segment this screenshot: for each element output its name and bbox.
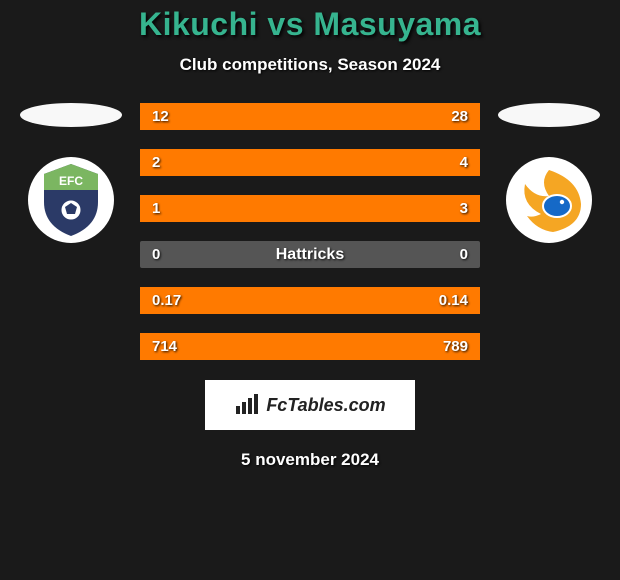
stat-label: Hattricks bbox=[276, 246, 344, 264]
main-row: EFC 12Matches28 2Goals4 1Assists3 0 Hattrick… bbox=[0, 103, 620, 360]
stats-column: 12Matches28 2Goals4 1Assists3 0 Hattricks 0 0.… bbox=[140, 103, 480, 360]
stat-fill-right bbox=[242, 103, 480, 130]
chart-icon bbox=[234, 394, 260, 416]
right-team-crest bbox=[506, 157, 592, 243]
stat-bar: 12Matches28 bbox=[140, 103, 480, 130]
brand-text: FcTables.com bbox=[266, 395, 385, 416]
stat-bar: 0 Hattricks 0 bbox=[140, 241, 480, 268]
stat-bar: 2Goals4 bbox=[140, 149, 480, 176]
subtitle: Club competitions, Season 2024 bbox=[0, 55, 620, 75]
stat-bar: 1Assists3 bbox=[140, 195, 480, 222]
stat-left-value: 714 bbox=[152, 338, 177, 355]
stat-right-value: 3 bbox=[460, 200, 468, 217]
date-line: 5 november 2024 bbox=[0, 450, 620, 470]
svg-text:EFC: EFC bbox=[59, 174, 83, 188]
left-pill bbox=[20, 103, 122, 127]
right-column bbox=[498, 103, 600, 243]
infographic-container: Kikuchi vs Masuyama Club competitions, S… bbox=[0, 0, 620, 470]
page-title: Kikuchi vs Masuyama bbox=[0, 6, 620, 43]
stat-fill-right bbox=[225, 195, 480, 222]
stat-left-value: 12 bbox=[152, 108, 169, 125]
right-pill bbox=[498, 103, 600, 127]
left-team-crest: EFC bbox=[28, 157, 114, 243]
stat-right-value: 4 bbox=[460, 154, 468, 171]
stat-left-value: 0.17 bbox=[152, 292, 181, 309]
stat-fill-right bbox=[252, 149, 480, 176]
stat-left-value: 2 bbox=[152, 154, 160, 171]
stat-right-value: 789 bbox=[443, 338, 468, 355]
stat-bar: 714Min per goal789 bbox=[140, 333, 480, 360]
stat-right-value: 28 bbox=[451, 108, 468, 125]
stat-left-value: 0 bbox=[152, 246, 160, 263]
right-crest-svg bbox=[509, 160, 589, 240]
stat-right-value: 0.14 bbox=[439, 292, 468, 309]
stat-left-value: 1 bbox=[152, 200, 160, 217]
stat-right-value: 0 bbox=[460, 246, 468, 263]
left-crest-svg: EFC bbox=[36, 160, 106, 240]
stat-bar: 0.17Goals per match0.14 bbox=[140, 287, 480, 314]
left-column: EFC bbox=[20, 103, 122, 243]
brand-box: FcTables.com bbox=[205, 380, 415, 430]
